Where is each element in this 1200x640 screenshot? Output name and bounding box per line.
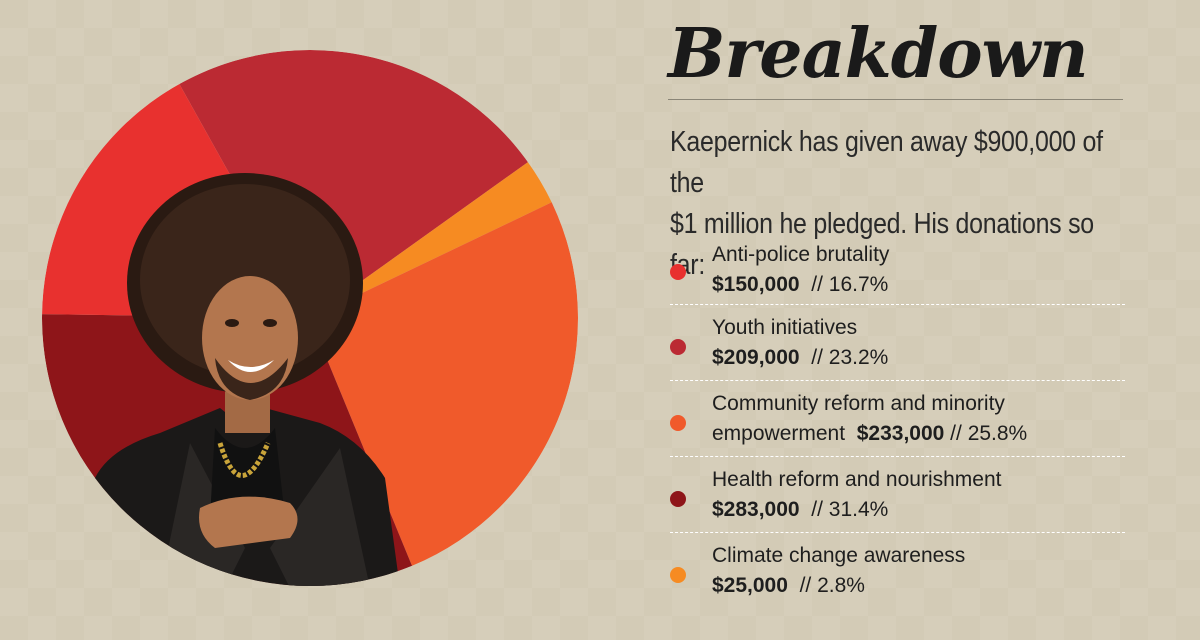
- legend-amount: $233,000: [856, 422, 945, 445]
- legend-item-community: Community reform and minority empowermen…: [670, 381, 1125, 457]
- pie-chart: [40, 48, 580, 588]
- title-divider: [668, 99, 1123, 100]
- legend-label: Youth initiatives: [712, 316, 858, 339]
- legend-item-anti-police: Anti-police brutality $150,000 // 16.7%: [670, 232, 1125, 305]
- legend-percent: 31.4%: [828, 498, 889, 521]
- legend-dot-icon: [670, 491, 686, 507]
- legend-amount: $25,000: [712, 574, 788, 597]
- legend-dot-icon: [670, 264, 686, 280]
- legend-separator: //: [799, 574, 812, 597]
- subtitle: Kaepernick has given away $900,000 of th…: [670, 126, 1103, 281]
- legend-separator: //: [811, 273, 823, 296]
- page-title: Breakdown: [668, 14, 1089, 94]
- legend-label: Climate change awareness: [712, 544, 966, 567]
- legend-dot-icon: [670, 567, 686, 583]
- person-photo: [80, 173, 400, 586]
- legend-label: Community reform and minority: [712, 392, 1005, 415]
- legend-percent: 25.8%: [967, 422, 1028, 445]
- legend-dot-icon: [670, 415, 686, 431]
- legend-separator: //: [811, 498, 823, 521]
- legend-separator: //: [811, 346, 823, 369]
- pie-slice-youth-initiatives: [179, 50, 528, 319]
- legend-percent: 2.8%: [817, 574, 865, 597]
- legend-percent: 16.7%: [828, 273, 889, 296]
- pie-slice-climate-change-awareness: [310, 162, 552, 318]
- legend-item-health: Health reform and nourishment $283,000 /…: [670, 457, 1125, 533]
- legend-percent: 23.2%: [828, 346, 889, 369]
- legend-amount: $283,000: [712, 498, 800, 521]
- legend-dot-icon: [670, 339, 686, 355]
- legend-label: Health reform and nourishment: [712, 468, 1002, 491]
- legend-label: Anti-police brutality: [712, 243, 890, 266]
- legend-item-climate: Climate change awareness $25,000 // 2.8%: [670, 533, 1125, 605]
- legend-amount: $209,000: [712, 346, 800, 369]
- legend-label-continued: empowerment: [712, 422, 846, 445]
- legend: Anti-police brutality $150,000 // 16.7% …: [670, 232, 1125, 605]
- legend-separator: //: [950, 422, 962, 445]
- legend-amount: $150,000: [712, 273, 800, 296]
- legend-item-youth: Youth initiatives $209,000 // 23.2%: [670, 305, 1125, 381]
